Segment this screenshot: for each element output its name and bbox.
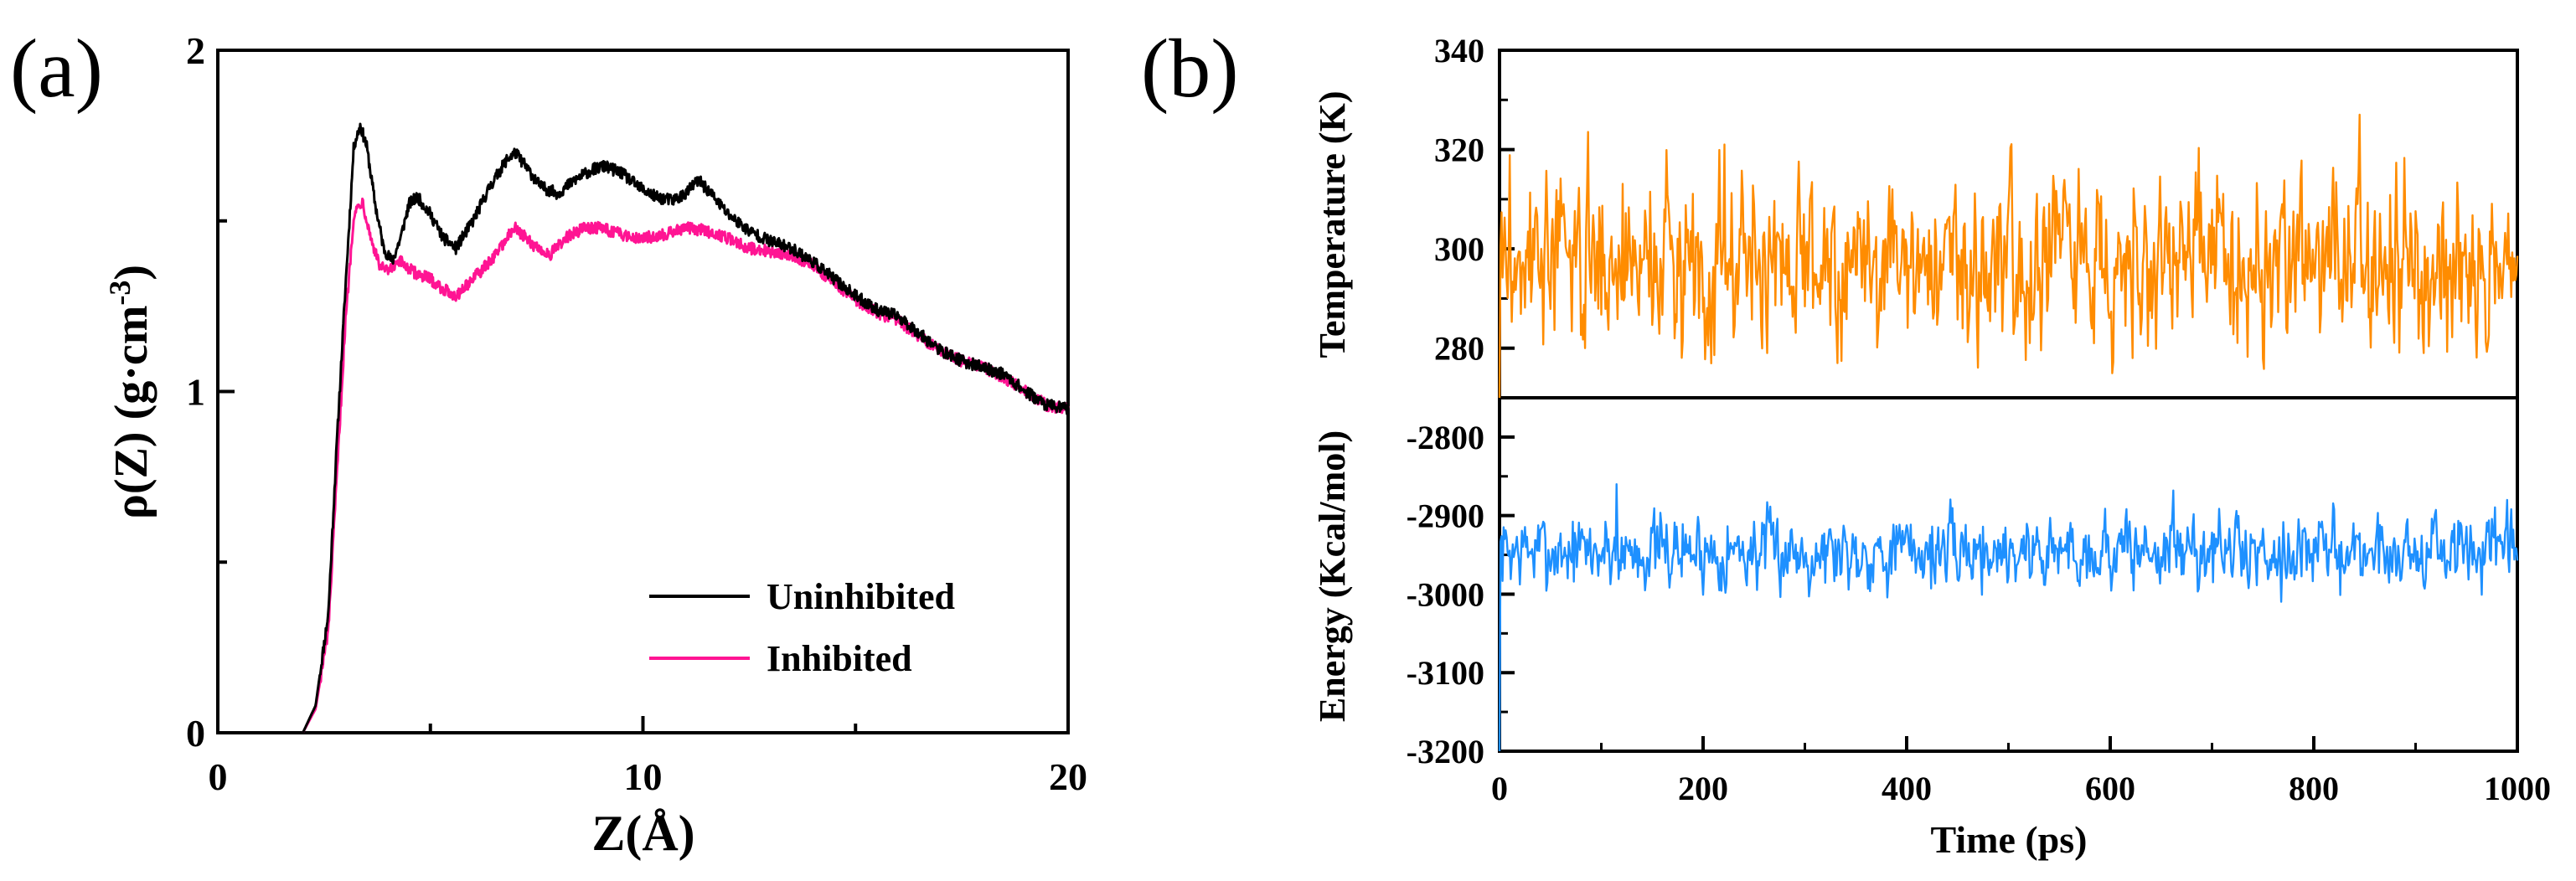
panel-a-plot-group: 0 1 2 0 10 20 Z(Å) ρ(Z) (g·cm-3) Uninhibited…	[103, 29, 1087, 861]
y-label-close: )	[106, 265, 157, 281]
y-tick-label: 340	[1434, 32, 1484, 70]
x-tick-label: 20	[1049, 755, 1087, 798]
panel-b-axes-frame	[1498, 49, 2519, 753]
temperature-y-axis-label: Temperature (K)	[1312, 91, 1353, 358]
legend-label-uninhibited: Uninhibited	[767, 576, 955, 617]
panel-a-y-axis-label: ρ(Z) (g·cm-3)	[103, 265, 157, 519]
x-tick-label: 600	[2085, 770, 2135, 807]
y-tick-label: -2900	[1407, 497, 1484, 535]
panel-b-x-axis-label: Time (ps)	[1931, 818, 2088, 861]
y-tick-label: 300	[1434, 230, 1484, 268]
y-label-exponent: -3	[103, 281, 137, 306]
series-line-inhibited	[302, 197, 1070, 734]
y-tick-label: -3100	[1407, 654, 1484, 692]
series-line-uninhibited	[302, 122, 1070, 734]
panel-a-y-ticks: 0 1 2	[186, 29, 235, 755]
x-tick-label: 800	[2289, 770, 2339, 807]
panel-b-plot-group: 280 300 320 340 -2800 -2900 -3000 -3100 -3200 0…	[1312, 32, 2551, 861]
panel-a-axes-frame	[216, 49, 1070, 734]
series-line-energy	[1498, 483, 2519, 752]
y-tick-label: 320	[1434, 131, 1484, 169]
panel-a-label: (a)	[10, 22, 103, 115]
y-tick-label: 0	[186, 712, 205, 755]
panel-b-label: (b)	[1141, 22, 1239, 115]
x-tick-label: 10	[624, 755, 663, 798]
y-tick-label: -3000	[1407, 575, 1484, 613]
series-line-temperature	[1498, 113, 2519, 399]
panel-a-x-ticks: 0 10 20	[209, 716, 1087, 798]
y-tick-label: -3200	[1407, 733, 1484, 770]
x-tick-label: 1000	[2484, 770, 2551, 807]
x-tick-label: 0	[1491, 770, 1508, 807]
y-tick-label: 280	[1434, 330, 1484, 368]
y-tick-label: 2	[186, 29, 205, 72]
legend-label-inhibited: Inhibited	[767, 638, 912, 679]
temperature-y-ticks: 280 300 320 340	[1434, 32, 1515, 368]
y-label-main: ρ(Z) (g·cm	[106, 306, 157, 519]
panel-a-x-axis-label: Z(Å)	[591, 806, 694, 861]
panel-a-legend: Uninhibited Inhibited	[649, 576, 955, 679]
x-tick-label: 400	[1882, 770, 1932, 807]
energy-y-ticks: -2800 -2900 -3000 -3100 -3200	[1407, 419, 1515, 770]
panel-b-x-ticks: 0 200 400 600 800 1000	[1491, 736, 2551, 807]
x-tick-label: 0	[209, 755, 228, 798]
energy-y-axis-label: Energy (Kcal/mol)	[1312, 430, 1353, 722]
x-tick-label: 200	[1678, 770, 1728, 807]
y-tick-label: -2800	[1407, 419, 1484, 456]
panel-b-series-lines	[1498, 113, 2519, 752]
panel-a-series-lines	[302, 122, 1070, 734]
y-tick-label: 1	[186, 371, 205, 414]
